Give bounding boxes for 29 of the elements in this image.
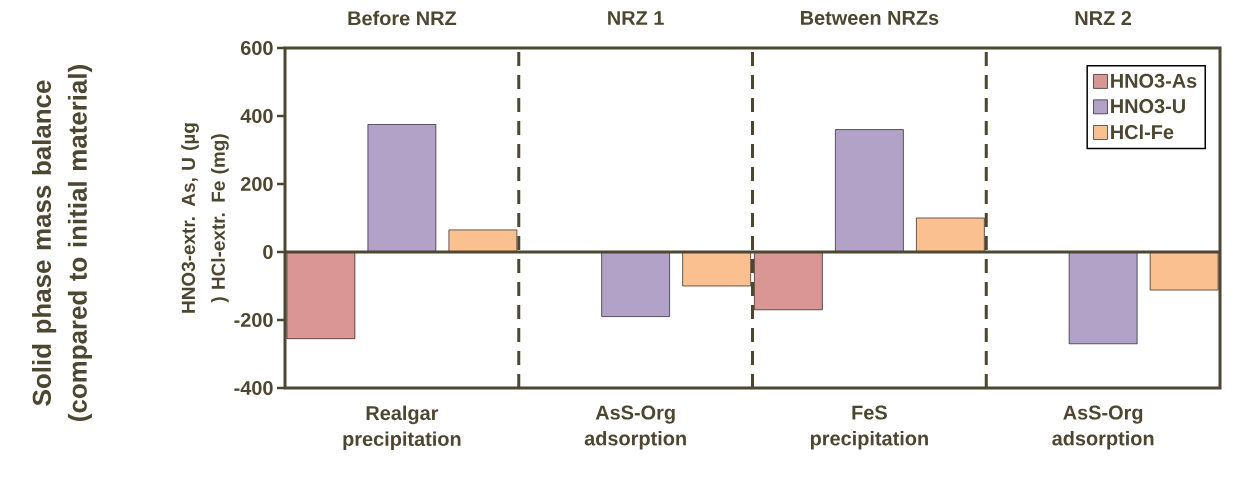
x-tick-label: AsS-Org adsorption [1052,405,1154,450]
y-tick-label: 200 [240,176,273,192]
bar [448,229,518,253]
text: Between NRZs [800,11,939,25]
y-tick-label: 400 [240,108,273,124]
y-tick-label: 0 [263,244,273,260]
bar [1149,251,1219,291]
text: Before NRZ [348,10,457,26]
text: NRZ 1 [608,11,664,25]
bar [835,129,904,253]
y-tick-label: -400 [234,380,273,396]
bar [367,124,437,253]
bar [601,251,670,317]
legend-label: HNO3-U [1111,99,1185,114]
legend-label: HCl-Fe [1111,124,1174,140]
bar [682,251,751,287]
text: Solid phase mass balance (compared to initial material) [32,65,93,421]
bar [1068,251,1138,345]
y-axis-title: HNO3-extr. As, U (µg ) HCl-extr. Fe (mg) [181,123,229,313]
x-tick-label: Realgar precipitation [343,405,461,450]
bar [754,251,823,311]
bar [286,251,356,339]
legend-label: HNO3-As [1111,73,1197,88]
y-tick-label: 600 [240,40,273,56]
text: NRZ 2 [1075,11,1132,25]
x-tick-label: FeS precipitation [810,405,928,450]
x-tick-label: AsS-Org adsorption [584,405,686,450]
y-tick-label: -200 [234,312,273,328]
bar [916,217,985,253]
